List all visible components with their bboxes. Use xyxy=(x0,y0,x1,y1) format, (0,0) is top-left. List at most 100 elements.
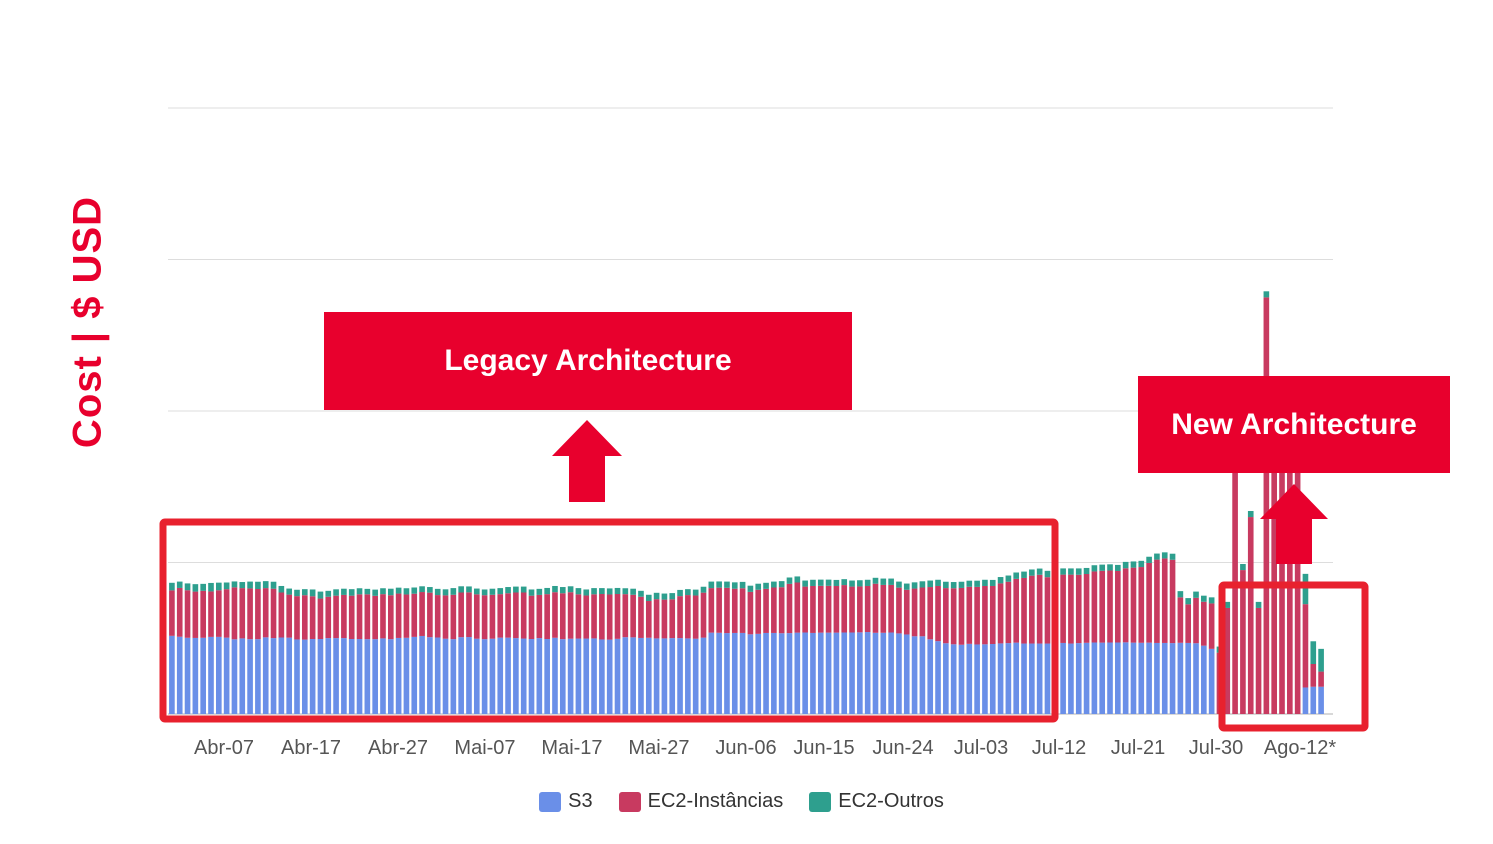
bar-segment-ec2-inst-ncias xyxy=(403,594,410,638)
legend-swatch-icon xyxy=(539,791,562,812)
bar-segment-ec2-inst-ncias xyxy=(387,595,394,640)
bar-segment-ec2-inst-ncias xyxy=(591,594,597,639)
x-tick-label: Jun-24 xyxy=(872,737,933,759)
x-tick-label: Jul-12 xyxy=(1032,737,1086,759)
bar-segment-ec2-outros xyxy=(372,589,378,596)
bar-segment-s3 xyxy=(638,637,644,714)
bar-segment-ec2-inst-ncias xyxy=(786,583,793,634)
bar-segment-ec2-inst-ncias xyxy=(1247,517,1254,714)
bar-segment-ec2-inst-ncias xyxy=(372,595,378,640)
bar-segment-ec2-inst-ncias xyxy=(380,594,386,639)
bar-segment-ec2-inst-ncias xyxy=(1302,604,1309,688)
bar-segment-s3 xyxy=(348,639,355,714)
bar-segment-ec2-outros xyxy=(661,593,668,600)
bar-segment-ec2-outros xyxy=(817,579,824,586)
bar-segment-ec2-inst-ncias xyxy=(1193,597,1199,644)
bar-segment-ec2-inst-ncias xyxy=(825,585,832,633)
bar-segment-ec2-outros xyxy=(903,583,910,590)
bar-segment-s3 xyxy=(1083,642,1090,714)
bar-segment-s3 xyxy=(200,637,206,714)
bar-segment-s3 xyxy=(223,637,230,714)
bar-segment-s3 xyxy=(450,639,457,714)
x-tick-label: Abr-17 xyxy=(281,737,341,759)
bar-segment-ec2-inst-ncias xyxy=(1294,448,1301,715)
bar-segment-ec2-inst-ncias xyxy=(223,589,230,638)
bar-segment-ec2-inst-ncias xyxy=(1130,567,1137,643)
bar-segment-ec2-outros xyxy=(1122,561,1129,569)
bar-segment-s3 xyxy=(1318,686,1324,714)
bar-segment-ec2-inst-ncias xyxy=(943,588,949,644)
bar-segment-ec2-outros xyxy=(833,579,840,586)
bar-segment-ec2-outros xyxy=(387,588,394,596)
bar-segment-s3 xyxy=(372,639,378,714)
bar-segment-ec2-inst-ncias xyxy=(841,585,848,633)
bar-segment-ec2-inst-ncias xyxy=(630,594,636,638)
bar-segment-s3 xyxy=(771,632,777,714)
bar-segment-s3 xyxy=(520,638,527,714)
bar-segment-ec2-outros xyxy=(958,581,965,588)
bar-segment-s3 xyxy=(216,636,222,714)
bar-segment-s3 xyxy=(364,639,371,714)
bar-segment-ec2-inst-ncias xyxy=(411,593,418,637)
bar-segment-s3 xyxy=(489,638,496,714)
bar-segment-s3 xyxy=(630,637,636,714)
legend-item[interactable]: S3 xyxy=(539,790,593,813)
legend-item[interactable]: EC2-Instâncias xyxy=(618,790,783,813)
bar-segment-ec2-inst-ncias xyxy=(700,592,707,638)
bar-segment-ec2-inst-ncias xyxy=(778,587,785,634)
bar-segment-ec2-inst-ncias xyxy=(184,590,191,638)
bar-segment-s3 xyxy=(1029,643,1035,714)
bar-segment-ec2-outros xyxy=(1318,648,1324,672)
bar-segment-ec2-inst-ncias xyxy=(200,590,206,638)
bar-segment-ec2-outros xyxy=(395,587,402,594)
bar-segment-ec2-inst-ncias xyxy=(1029,575,1035,644)
bar-segment-ec2-outros xyxy=(364,588,371,595)
bar-segment-ec2-inst-ncias xyxy=(325,596,332,639)
bar-segment-ec2-inst-ncias xyxy=(1060,574,1066,643)
bar-segment-ec2-inst-ncias xyxy=(747,591,754,635)
bar-segment-ec2-outros xyxy=(630,588,636,595)
bar-segment-ec2-outros xyxy=(1224,601,1231,608)
bar-segment-s3 xyxy=(411,636,418,714)
x-tick-label: Jul-30 xyxy=(1189,737,1243,759)
bar-segment-s3 xyxy=(1130,642,1137,714)
bar-segment-ec2-inst-ncias xyxy=(208,591,214,637)
bar-segment-ec2-inst-ncias xyxy=(1185,604,1192,643)
bar-segment-ec2-outros xyxy=(1193,591,1199,598)
bar-segment-ec2-inst-ncias xyxy=(1044,577,1051,644)
x-tick-label: Mai-17 xyxy=(541,737,602,759)
bar-segment-ec2-outros xyxy=(1099,564,1106,571)
bar-segment-s3 xyxy=(731,632,738,714)
bar-segment-ec2-outros xyxy=(223,582,230,590)
bar-segment-ec2-inst-ncias xyxy=(880,584,887,633)
bar-segment-ec2-outros xyxy=(849,580,855,587)
bar-segment-ec2-inst-ncias xyxy=(552,592,558,638)
legend-item[interactable]: EC2-Outros xyxy=(809,790,944,813)
bar-segment-s3 xyxy=(943,643,949,714)
bar-segment-ec2-outros xyxy=(1240,564,1246,571)
bar-segment-ec2-outros xyxy=(356,588,363,595)
bar-segment-s3 xyxy=(231,639,238,714)
bar-segment-ec2-outros xyxy=(1177,591,1184,598)
bar-segment-ec2-outros xyxy=(317,591,324,599)
bar-segment-ec2-outros xyxy=(192,584,199,592)
bar-segment-s3 xyxy=(567,638,574,714)
bar-segment-ec2-inst-ncias xyxy=(536,594,543,639)
bar-segment-s3 xyxy=(872,632,879,714)
bar-segment-ec2-inst-ncias xyxy=(731,588,738,633)
legacy-highlight-box xyxy=(159,518,1059,723)
bar-segment-ec2-outros xyxy=(411,587,418,594)
bar-segment-ec2-inst-ncias xyxy=(333,595,339,639)
bar-segment-ec2-outros xyxy=(1169,553,1176,560)
bar-segment-s3 xyxy=(606,639,613,714)
x-axis-ticks: Abr-07 Abr-17 Abr-27 Mai-07 Mai-17 Mai-27 Jun-… xyxy=(194,737,1336,759)
bar-segment-ec2-outros xyxy=(614,587,621,595)
bar-segment-ec2-outros xyxy=(520,586,527,593)
bar-segment-ec2-outros xyxy=(872,577,879,584)
bar-segment-s3 xyxy=(716,632,722,714)
bar-segment-ec2-outros xyxy=(559,587,566,594)
bar-segment-s3 xyxy=(1005,643,1012,714)
bar-segment-ec2-outros xyxy=(1068,568,1074,575)
bar-segment-s3 xyxy=(1036,643,1043,714)
new-architecture-label: New Architecture xyxy=(1171,407,1417,441)
